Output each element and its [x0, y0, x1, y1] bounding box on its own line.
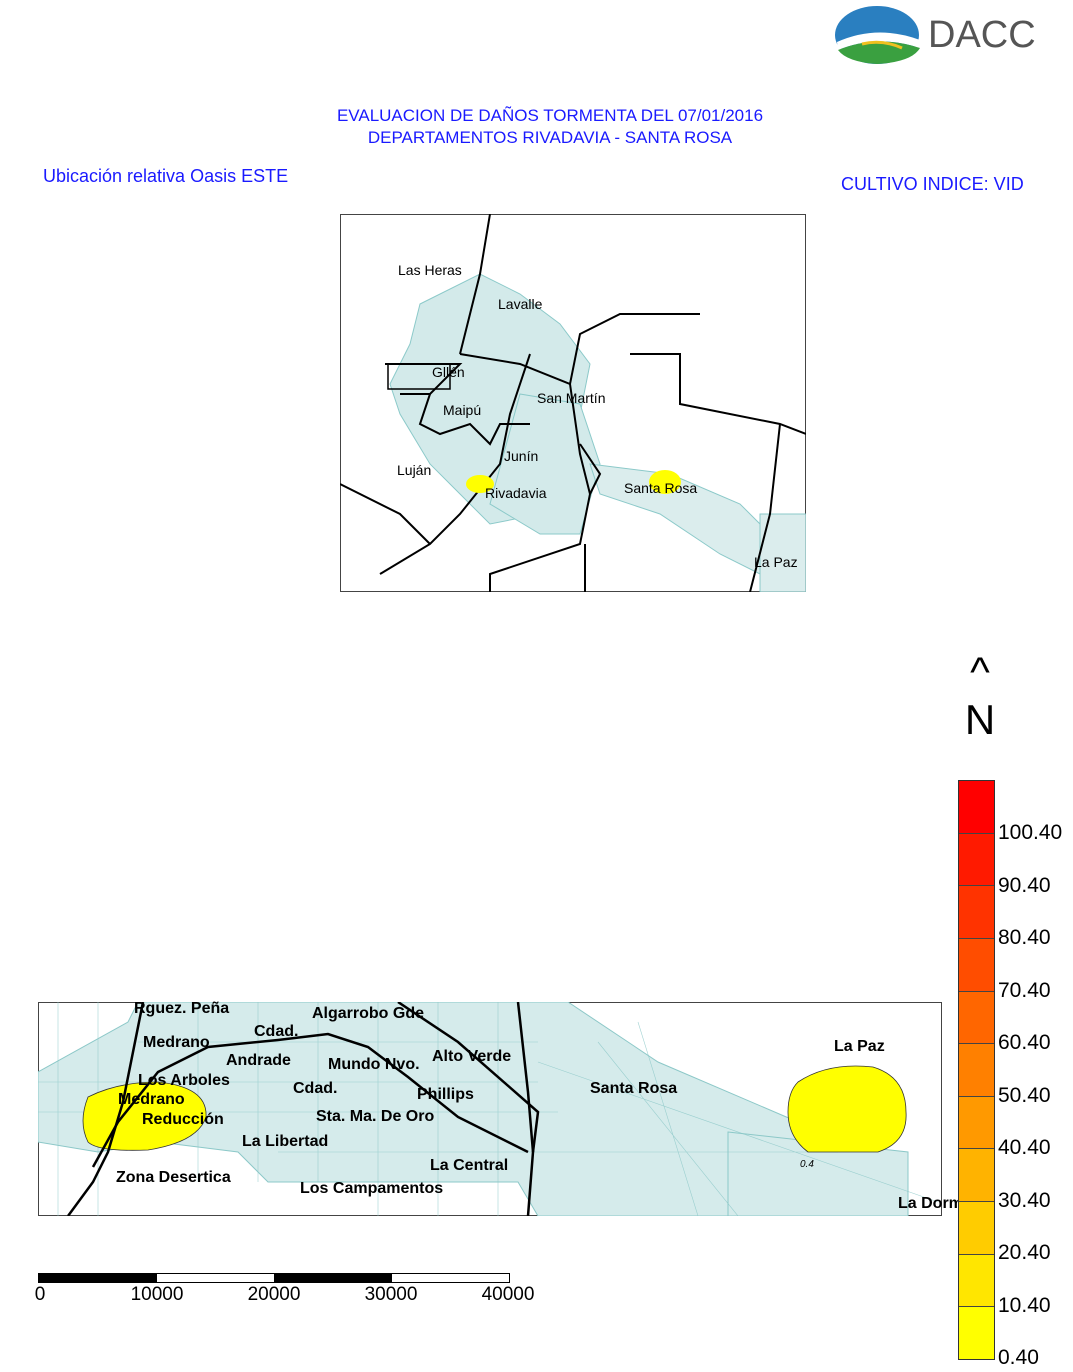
- legend-band: [959, 886, 994, 939]
- inset-label: La Paz: [754, 554, 798, 570]
- main-label: Zona Desertica: [116, 1169, 231, 1186]
- inset-label: Maipú: [443, 402, 482, 418]
- inset-label: Las Heras: [398, 262, 462, 278]
- inset-label: Junín: [504, 448, 539, 464]
- main-label: Algarrobo Gde: [312, 1005, 425, 1022]
- legend-band: [959, 833, 994, 887]
- inset-label: Lavalle: [498, 296, 543, 312]
- logo-text: DACC: [928, 14, 1036, 56]
- scale-tick: 40000: [481, 1284, 535, 1305]
- legend-value: 20.40: [998, 1241, 1051, 1264]
- scale-segment: [39, 1274, 157, 1282]
- legend-band: [959, 1096, 994, 1150]
- inset-caption: Ubicación relativa Oasis ESTE: [43, 166, 289, 186]
- scale-tick: 10000: [130, 1284, 184, 1305]
- inset-label: Gllén: [432, 364, 465, 380]
- main-label: Phillips: [417, 1086, 474, 1103]
- logo-emblem-icon: [835, 6, 920, 64]
- title-line-1: EVALUACION DE DAÑOS TORMENTA DEL 07/01/2…: [336, 106, 764, 125]
- main-label: Alto Verde: [432, 1048, 512, 1065]
- main-label: La Libertad: [242, 1133, 329, 1150]
- title-line-2: DEPARTAMENTOS RIVADAVIA - SANTA ROSA: [367, 128, 733, 147]
- main-label: Cdad.: [293, 1080, 338, 1097]
- legend-value: 30.40: [998, 1189, 1051, 1212]
- legend-band: [959, 991, 994, 1045]
- legend-band: [959, 1307, 994, 1360]
- legend-value: 60.40: [998, 1031, 1051, 1054]
- main-label: Medrano: [118, 1091, 185, 1108]
- scale-segment: [391, 1274, 509, 1282]
- legend-band: [959, 781, 994, 834]
- color-legend: [958, 780, 995, 1360]
- legend-band: [959, 1202, 994, 1255]
- legend-band: [959, 1044, 994, 1097]
- scale-segment: [156, 1274, 274, 1282]
- inset-label: Luján: [397, 462, 432, 478]
- inset-map: Las Heras Lavalle Gllén Maipú San Martín…: [339, 213, 807, 593]
- main-map: 0.4 Rguez. Peña Cdad. Algarrobo Gde Medr…: [37, 1000, 986, 1217]
- main-label: Los Arboles: [138, 1072, 230, 1089]
- scale-bar: [38, 1273, 510, 1283]
- scale-tick: 30000: [364, 1284, 418, 1305]
- legend-value: 80.40: [998, 926, 1051, 949]
- main-label: Andrade: [226, 1052, 291, 1069]
- main-label: Sta. Ma. De Oro: [316, 1108, 435, 1125]
- contour-label: 0.4: [800, 1159, 814, 1170]
- crop-caption: CULTIVO INDICE: VID: [841, 174, 1024, 194]
- legend-value: 70.40: [998, 979, 1051, 1002]
- scale-tick: 20000: [247, 1284, 301, 1305]
- north-arrow-icon: ^ N: [955, 648, 1005, 743]
- inset-label: San Martín: [537, 390, 606, 406]
- main-label: Mundo Nvo.: [328, 1056, 420, 1073]
- main-label: Medrano: [143, 1034, 210, 1051]
- dacc-logo: DACC: [832, 4, 1042, 66]
- legend-value: 10.40: [998, 1294, 1051, 1317]
- main-map-graphic: 0.4: [37, 1000, 942, 1217]
- legend-value: 90.40: [998, 874, 1051, 897]
- main-label: La Paz: [834, 1038, 885, 1055]
- main-label: Reducción: [142, 1111, 224, 1128]
- legend-band: [959, 1254, 994, 1308]
- main-label: Rguez. Peña: [134, 1000, 230, 1017]
- legend-value: 40.40: [998, 1136, 1051, 1159]
- main-label: La Central: [430, 1157, 509, 1174]
- inset-label: Santa Rosa: [624, 480, 698, 496]
- inset-map-graphic: [339, 213, 807, 593]
- main-label: Cdad.: [254, 1023, 299, 1040]
- legend-band: [959, 938, 994, 992]
- legend-value: 50.40: [998, 1084, 1051, 1107]
- legend-value: 0.40: [998, 1346, 1039, 1369]
- scale-tick: 0: [34, 1284, 46, 1305]
- north-arrow-caret: ^: [970, 648, 990, 695]
- north-arrow-letter: N: [964, 696, 996, 743]
- inset-label: Rivadavia: [485, 485, 547, 501]
- main-label: Los Campamentos: [300, 1180, 444, 1197]
- legend-value: 100.40: [998, 821, 1063, 844]
- legend-band: [959, 1149, 994, 1203]
- scale-segment: [274, 1274, 392, 1282]
- main-label: Santa Rosa: [590, 1080, 678, 1097]
